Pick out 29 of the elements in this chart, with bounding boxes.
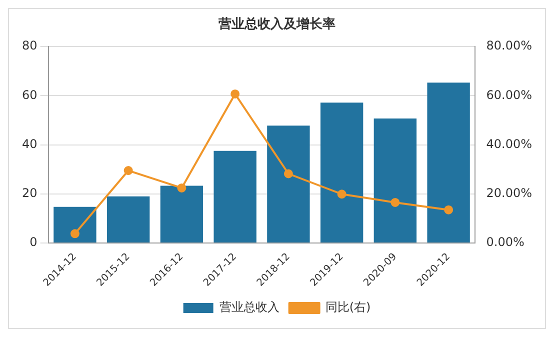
y-tick-label: 0 xyxy=(30,235,38,250)
point xyxy=(337,190,346,199)
y2-tick-label: 40.00% xyxy=(486,136,532,151)
y2-tick-label: 20.00% xyxy=(486,186,532,200)
y2-tick-label: 80.00% xyxy=(486,38,532,53)
y-tick-label: 20 xyxy=(22,186,38,200)
bar xyxy=(160,186,204,242)
point xyxy=(70,229,80,238)
bar xyxy=(320,102,364,242)
y-tick-label: 80 xyxy=(22,38,38,53)
point xyxy=(284,169,293,178)
point xyxy=(390,198,400,207)
bar xyxy=(54,206,96,242)
y-tick-label: 40 xyxy=(22,136,38,151)
chart-title: 营业总收入及增长率 xyxy=(218,16,336,32)
bar xyxy=(214,150,256,242)
bar xyxy=(267,126,310,242)
point xyxy=(177,183,186,192)
legend-label: 同比(右) xyxy=(325,300,371,314)
bar xyxy=(374,118,417,242)
y2-tick-label: 0.00% xyxy=(486,235,524,250)
y2-tick-label: 60.00% xyxy=(486,88,532,102)
point xyxy=(124,166,133,176)
point xyxy=(444,205,454,214)
bar xyxy=(106,196,150,242)
y-tick-label: 60 xyxy=(22,88,38,102)
point xyxy=(230,89,240,98)
legend-label: 营业总收入 xyxy=(219,300,280,314)
bar xyxy=(427,82,470,242)
